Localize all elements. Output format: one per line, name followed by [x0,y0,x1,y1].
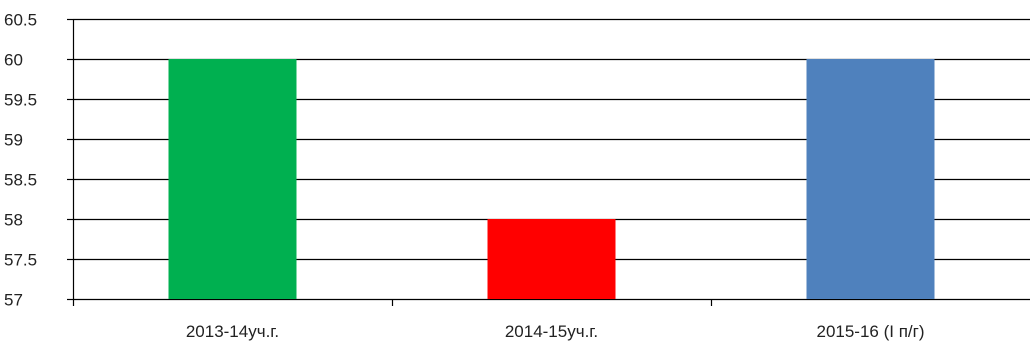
x-tick-labels: 2013-14уч.г. 2014-15уч.г. 2015-16 (I п/г) [186,322,925,341]
y-tick-label: 58.5 [4,171,37,190]
bar-3 [806,59,935,299]
y-tick-label: 58 [4,211,23,230]
y-tick-label: 60 [4,51,23,70]
axes [67,18,713,306]
y-tick-label: 59 [4,131,23,150]
y-tick-labels: 57 57.5 58 58.5 59 59.5 60 60.5 [4,11,37,310]
y-tick-label: 57 [4,291,23,310]
bar-1 [168,59,297,299]
bars [168,59,935,299]
bar-2 [487,219,616,299]
x-tick-label: 2014-15уч.г. [505,322,598,341]
y-tick-label: 60.5 [4,11,37,30]
y-tick-label: 59.5 [4,91,37,110]
y-tick-label: 57.5 [4,251,37,270]
x-tick-label: 2013-14уч.г. [186,322,279,341]
x-tick-label: 2015-16 (I п/г) [816,322,924,341]
